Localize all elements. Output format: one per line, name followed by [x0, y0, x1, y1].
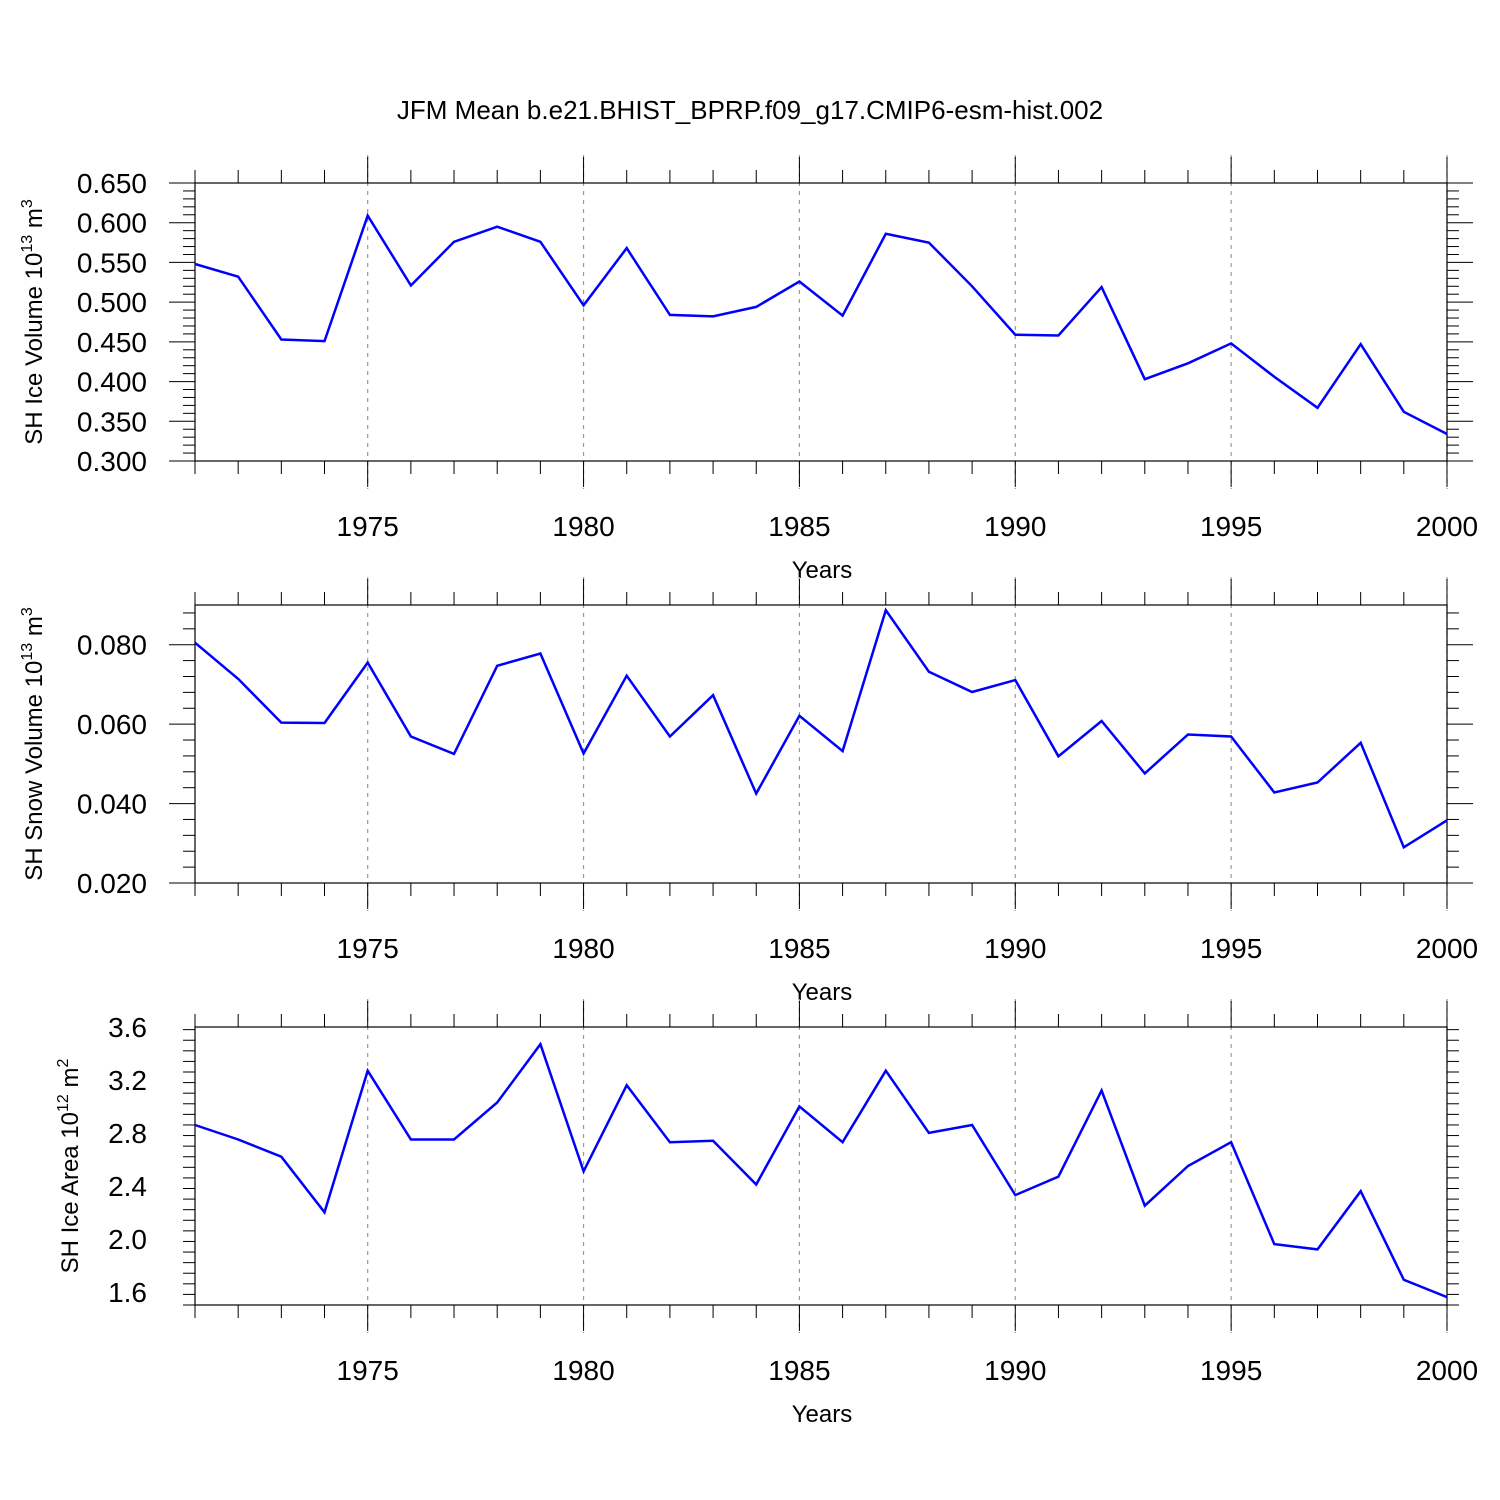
x-tick-label: 1995 — [1200, 933, 1262, 964]
x-tick-label: 1980 — [552, 1355, 614, 1386]
y-tick-label: 1.6 — [108, 1277, 147, 1308]
x-tick-label: 1975 — [337, 1355, 399, 1386]
x-tick-label: 1995 — [1200, 1355, 1262, 1386]
y-tick-label: 2.0 — [108, 1224, 147, 1255]
series-line — [194, 607, 1448, 850]
x-tick-label: 1980 — [552, 933, 614, 964]
panel-1: 0.300 0.350 0.400 0.450 0.500 0.550 0.600 0.650… — [19, 155, 1478, 584]
y-tick-label: 0.400 — [77, 367, 147, 398]
y-tick-label: 0.020 — [77, 868, 147, 899]
y-axis-label: SH Ice Volume 1013 m3 — [19, 199, 48, 445]
x-tick-label: 1985 — [768, 1355, 830, 1386]
x-tick-label: 1985 — [768, 511, 830, 542]
y-tick-label: 2.8 — [108, 1118, 147, 1149]
x-axis-label: Years — [792, 979, 853, 1006]
x-tick-label: 1975 — [337, 511, 399, 542]
x-axis-label: Years — [792, 1401, 853, 1428]
y-tick-label: 0.650 — [77, 168, 147, 199]
x-tick-label: 2000 — [1416, 933, 1478, 964]
series-line — [194, 212, 1448, 436]
y-tick-label: 0.040 — [77, 789, 147, 820]
y-tick-label: 0.080 — [77, 630, 147, 661]
plot-frame — [194, 604, 1448, 884]
plot-frame — [194, 182, 1448, 462]
y-tick-label: 0.450 — [77, 327, 147, 358]
x-axis-label: Years — [792, 557, 853, 584]
y-tick-label: 0.500 — [77, 287, 147, 318]
panel-3: 1.6 2.0 2.4 2.8 3.2 3.6 1975 1980 1985 1990 1995 20… — [55, 999, 1478, 1428]
x-tick-label: 1975 — [337, 933, 399, 964]
panels: 0.300 0.350 0.400 0.450 0.500 0.550 0.600 0.650… — [19, 155, 1478, 1428]
x-tick-label: 1980 — [552, 511, 614, 542]
y-axis-label: SH Snow Volume 1013 m3 — [19, 607, 48, 881]
y-tick-label: 2.4 — [108, 1171, 147, 1202]
y-tick-label: 3.2 — [108, 1065, 147, 1096]
x-tick-label: 1990 — [984, 933, 1046, 964]
panel-2: 0.020 0.040 0.060 0.080 1975 1980 1985 1990 1995… — [19, 577, 1478, 1006]
plot-frame — [194, 1026, 1448, 1306]
x-tick-label: 2000 — [1416, 1355, 1478, 1386]
x-tick-label: 1995 — [1200, 511, 1262, 542]
series-line — [194, 1041, 1448, 1299]
x-tick-label: 1990 — [984, 1355, 1046, 1386]
y-axis-label: SH Ice Area 1012 m2 — [55, 1059, 84, 1274]
x-tick-label: 2000 — [1416, 511, 1478, 542]
chart-title: JFM Mean b.e21.BHIST_BPRP.f09_g17.CMIP6-… — [397, 95, 1103, 125]
y-tick-label: 0.300 — [77, 446, 147, 477]
y-tick-label: 0.550 — [77, 247, 147, 278]
y-tick-label: 0.060 — [77, 709, 147, 740]
y-tick-label: 3.6 — [108, 1012, 147, 1043]
y-tick-label: 0.600 — [77, 208, 147, 239]
y-tick-label: 0.350 — [77, 406, 147, 437]
x-tick-label: 1990 — [984, 511, 1046, 542]
x-tick-label: 1985 — [768, 933, 830, 964]
